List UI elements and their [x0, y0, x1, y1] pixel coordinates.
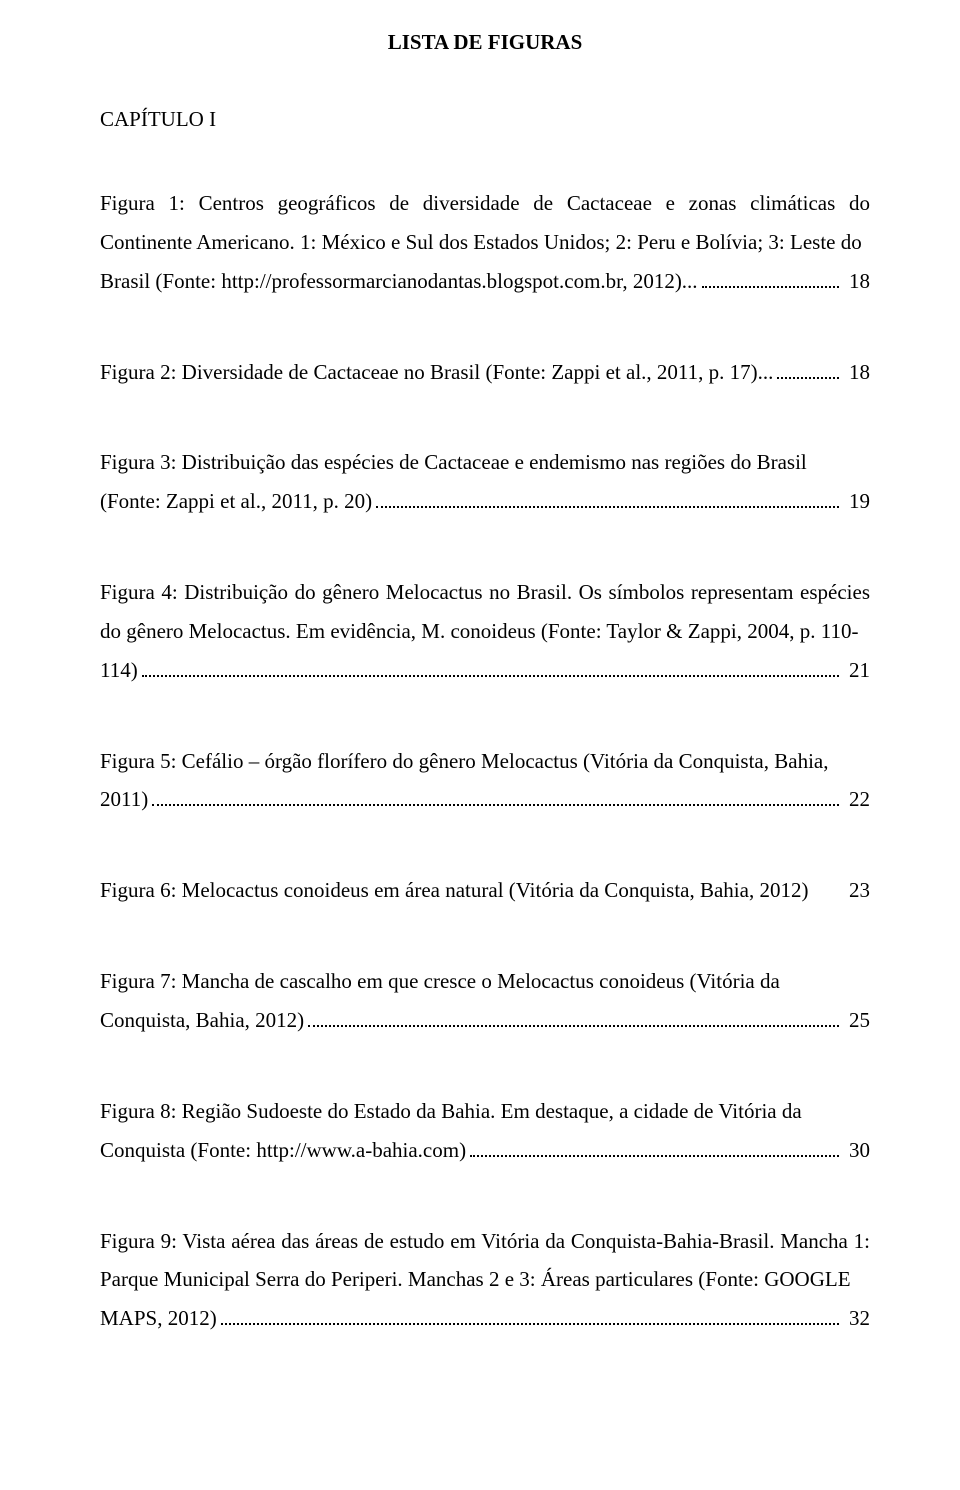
entry-page: 18 [843, 262, 870, 301]
entry-lastline: 2011) 22 [100, 780, 870, 819]
entry-page: 25 [843, 1001, 870, 1040]
figure-entry: Figura 7: Mancha de cascalho em que cres… [100, 962, 870, 1040]
dot-leader [142, 656, 839, 677]
entry-lastline-text: 2011) [100, 780, 148, 819]
dot-leader [702, 267, 839, 288]
entry-lastline-text: 114) [100, 651, 138, 690]
entry-body: Figura 3: Distribuição das espécies de C… [100, 443, 870, 482]
dot-leader [221, 1304, 839, 1325]
entry-lastline-text: Figura 2: Diversidade de Cactaceae no Br… [100, 353, 773, 392]
entry-lastline: MAPS, 2012) 32 [100, 1299, 870, 1338]
dot-leader [308, 1006, 839, 1027]
figure-entry: Figura 8: Região Sudoeste do Estado da B… [100, 1092, 870, 1170]
entry-lastline: (Fonte: Zappi et al., 2011, p. 20) 19 [100, 482, 870, 521]
entry-lastline: Brasil (Fonte: http://professormarcianod… [100, 262, 870, 301]
entry-page: 32 [843, 1299, 870, 1338]
entry-row: Figura 6: Melocactus conoideus em área n… [100, 871, 870, 910]
entry-body: Figura 1: Centros geográficos de diversi… [100, 184, 870, 262]
entry-body: Figura 7: Mancha de cascalho em que cres… [100, 962, 870, 1001]
entry-lastline: Conquista, Bahia, 2012) 25 [100, 1001, 870, 1040]
figure-entry: Figura 2: Diversidade de Cactaceae no Br… [100, 353, 870, 392]
dot-leader [470, 1136, 839, 1157]
entry-lastline-text: (Fonte: Zappi et al., 2011, p. 20) [100, 482, 372, 521]
entry-body: Figura 8: Região Sudoeste do Estado da B… [100, 1092, 870, 1131]
chapter-label: CAPÍTULO I [100, 107, 870, 132]
entry-page: 19 [843, 482, 870, 521]
figure-entry: Figura 6: Melocactus conoideus em área n… [100, 871, 870, 910]
entry-page: 18 [843, 353, 870, 392]
dot-leader [152, 786, 839, 807]
entry-text: Figura 6: Melocactus conoideus em área n… [100, 871, 808, 910]
entry-page: 21 [843, 651, 870, 690]
page-title: LISTA DE FIGURAS [100, 30, 870, 55]
figure-entry: Figura 5: Cefálio – órgão florífero do g… [100, 742, 870, 820]
entry-page: 22 [843, 780, 870, 819]
entry-lastline: 114) 21 [100, 651, 870, 690]
dot-leader [376, 487, 839, 508]
figure-entry: Figura 4: Distribuição do gênero Melocac… [100, 573, 870, 690]
entry-body: Figura 9: Vista aérea das áreas de estud… [100, 1222, 870, 1300]
entry-body: Figura 5: Cefálio – órgão florífero do g… [100, 742, 870, 781]
entry-page: 23 [843, 871, 870, 910]
figure-entry: Figura 1: Centros geográficos de diversi… [100, 184, 870, 301]
figure-entry: Figura 3: Distribuição das espécies de C… [100, 443, 870, 521]
entry-body: Figura 4: Distribuição do gênero Melocac… [100, 573, 870, 651]
dot-leader [777, 358, 839, 379]
entry-lastline-text: Brasil (Fonte: http://professormarcianod… [100, 262, 698, 301]
entry-lastline-text: Conquista (Fonte: http://www.a-bahia.com… [100, 1131, 466, 1170]
figure-list: Figura 1: Centros geográficos de diversi… [100, 184, 870, 1338]
figure-entry: Figura 9: Vista aérea das áreas de estud… [100, 1222, 870, 1339]
entry-lastline-text: MAPS, 2012) [100, 1299, 217, 1338]
entry-lastline: Figura 2: Diversidade de Cactaceae no Br… [100, 353, 870, 392]
entry-page: 30 [843, 1131, 870, 1170]
entry-lastline-text: Conquista, Bahia, 2012) [100, 1001, 304, 1040]
entry-lastline: Conquista (Fonte: http://www.a-bahia.com… [100, 1131, 870, 1170]
